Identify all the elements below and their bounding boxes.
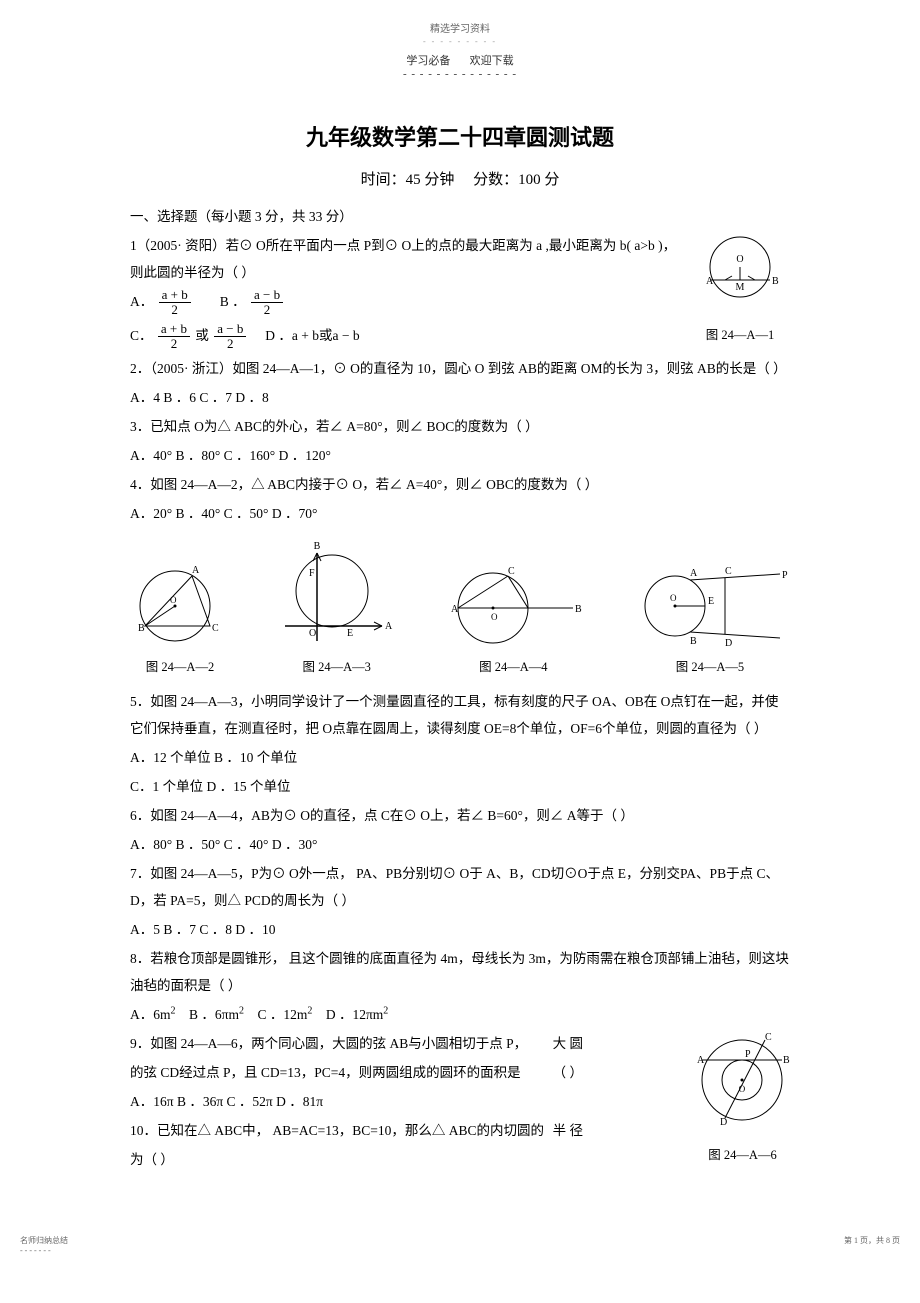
figure-2-caption: 图 24—A—2 [146, 655, 214, 680]
figure-row: O A B C 图 24—A—2 B A O [130, 541, 790, 680]
svg-text:D: D [725, 638, 732, 649]
score-label: 分数：100 分 [473, 172, 559, 188]
svg-text:E: E [347, 628, 353, 639]
figure-3: B A O E F 图 24—A—3 [277, 541, 397, 680]
q1-c-label: C． [130, 328, 153, 343]
svg-text:C: C [508, 566, 515, 577]
svg-text:A: A [385, 621, 393, 632]
svg-text:B: B [772, 276, 779, 287]
q9-options: A．16π B ．36π C ．52π D ．81π [130, 1088, 790, 1115]
q1-d-label: D ．a + b或a − b [265, 328, 359, 343]
svg-text:B: B [575, 604, 582, 615]
figure-4: A B C O 图 24—A—4 [443, 566, 583, 680]
q4-options: A．20° B ．40° C ．50° D ．70° [130, 500, 790, 527]
footer-left-dots: - - - - - - - [20, 1246, 68, 1255]
q7-options: A．5 B ．7 C ．8 D ．10 [130, 916, 790, 943]
svg-text:P: P [782, 570, 788, 581]
figure-6: A B C D P O 图 24—A—6 [695, 1030, 790, 1168]
header-bar: 学习必备 欢迎下载 [130, 52, 790, 68]
footer-right: 第 1 页，共 8 页 [844, 1235, 900, 1255]
svg-text:O: O [491, 612, 498, 622]
q9-line1: 9．如图 24—A—6，两个同心圆，大圆的弦 AB与小圆相切于点 P， 大 圆 [130, 1030, 790, 1057]
svg-text:O: O [170, 595, 177, 605]
figure-2: O A B C 图 24—A—2 [130, 551, 230, 680]
time-label: 时间：45 分钟 [361, 172, 455, 188]
q1-a-label: A． [130, 294, 153, 309]
section-heading: 一、选择题（每小题 3 分，共 33 分） [130, 203, 790, 230]
svg-text:B: B [783, 1055, 790, 1066]
figure-1: O A B M 图 24—A—1 [690, 232, 790, 348]
svg-text:O: O [736, 254, 743, 265]
subtitle: 时间：45 分钟 分数：100 分 [130, 168, 790, 189]
figure-3-caption: 图 24—A—3 [302, 655, 370, 680]
q1-b-frac: a − b 2 [251, 288, 283, 318]
q5-options-1: A．12 个单位 B ．10 个单位 [130, 744, 790, 771]
figure-6-caption: 图 24—A—6 [695, 1143, 790, 1168]
q4-text: 4．如图 24—A—2，△ ABC内接于⊙ O，若∠ A=40°，则∠ OBC的… [130, 471, 790, 498]
q10-line2: 为（ ） [130, 1146, 790, 1173]
svg-text:B: B [313, 541, 320, 552]
q1-a-frac: a + b 2 [159, 288, 191, 318]
q8-text: 8．若粮仓顶部是圆锥形， 且这个圆锥的底面直径为 4m，母线长为 3m，为防雨需… [130, 945, 790, 999]
svg-text:C: C [212, 623, 219, 634]
figure-5-caption: 图 24—A—5 [676, 655, 744, 680]
svg-text:P: P [745, 1049, 751, 1060]
svg-text:E: E [708, 596, 714, 607]
q6-text: 6．如图 24—A—4，AB为⊙ O的直径，点 C在⊙ O上，若∠ B=60°，… [130, 802, 790, 829]
header-left: 学习必备 [406, 55, 450, 67]
svg-text:O: O [739, 1084, 746, 1094]
svg-text:B: B [138, 623, 145, 634]
footer-left: 名师归纳总结 [20, 1235, 68, 1246]
svg-text:M: M [736, 282, 745, 293]
figure-1-caption: 图 24—A—1 [690, 323, 790, 348]
figure-4-caption: 图 24—A—4 [479, 655, 547, 680]
q5-text: 5．如图 24—A—3，小明同学设计了一个测量圆直径的工具，标有刻度的尺子 OA… [130, 688, 790, 742]
q1-c-frac2: a − b 2 [214, 322, 246, 352]
page-title: 九年级数学第二十四章圆测试题 [130, 120, 790, 152]
top-dots: - - - - - - - - - [130, 37, 790, 46]
q2-options: A．4 B ．6 C ．7 D ．8 [130, 384, 790, 411]
q5-options-2: C．1 个单位 D ．15 个单位 [130, 773, 790, 800]
svg-text:A: A [697, 1055, 705, 1066]
top-note: 精选学习资料 [130, 20, 790, 35]
q9-line2: 的弦 CD经过点 P，且 CD=13，PC=4，则两圆组成的圆环的面积是 （ ） [130, 1059, 790, 1086]
q8-options: A．6m2 B ．6πm2 C ．12m2 D ．12πm2 [130, 1001, 790, 1028]
svg-text:A: A [192, 565, 200, 576]
svg-text:F: F [309, 568, 315, 579]
svg-text:A: A [690, 568, 698, 579]
header-right: 欢迎下载 [470, 55, 514, 67]
q10-line1: 10．已知在△ ABC中， AB=AC=13，BC=10，那么△ ABC的内切圆… [130, 1117, 790, 1144]
q6-options: A．80° B ．50° C ．40° D ．30° [130, 831, 790, 858]
svg-text:D: D [720, 1117, 727, 1128]
q3-text: 3．已知点 O为△ ABC的外心，若∠ A=80°，则∠ BOC的度数为（ ） [130, 413, 790, 440]
q1-b-label: B ． [220, 294, 246, 309]
q1-c-or: 或 [195, 328, 209, 343]
svg-text:C: C [725, 566, 732, 577]
header-underline: - - - - - - - - - - - - - - [130, 68, 790, 80]
svg-text:B: B [690, 636, 697, 647]
q1-c-frac1: a + b 2 [158, 322, 190, 352]
svg-text:A: A [706, 276, 714, 287]
q7-text: 7．如图 24—A—5，P为⊙ O外一点， PA、PB分别切⊙ O于 A、B，C… [130, 860, 790, 914]
svg-text:C: C [765, 1032, 772, 1043]
footer: 名师归纳总结 - - - - - - - 第 1 页，共 8 页 [0, 1235, 920, 1255]
svg-text:O: O [309, 628, 316, 639]
q2-text: 2．（2005· 浙江）如图 24—A—1，⊙ O的直径为 10，圆心 O 到弦… [130, 355, 790, 382]
svg-text:O: O [670, 593, 677, 603]
figure-5: A B C D E P O 图 24—A—5 [630, 556, 790, 680]
svg-text:A: A [451, 604, 459, 615]
q3-options: A．40° B ．80° C ．160° D ．120° [130, 442, 790, 469]
